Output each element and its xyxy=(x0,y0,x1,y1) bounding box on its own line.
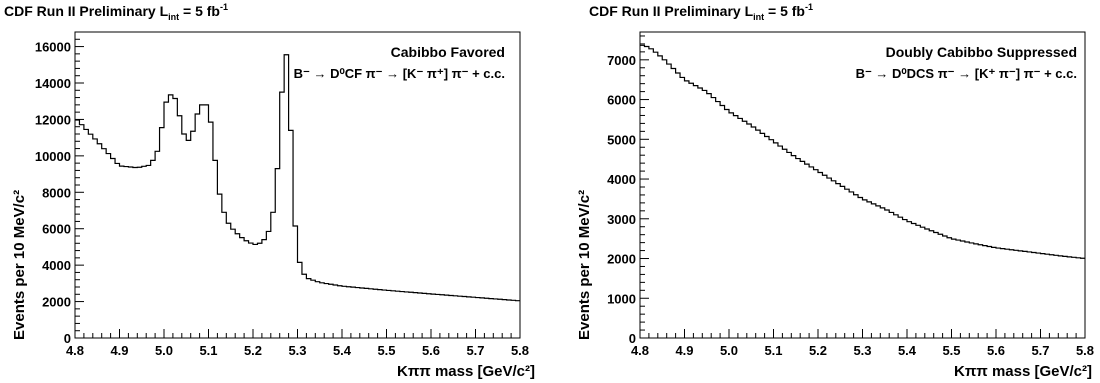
right-x-tick-label: 5.8 xyxy=(1076,343,1094,358)
right-header: CDF Run II Preliminary Lint = 5 fb-1 xyxy=(589,2,813,22)
left-x-tick-label: 4.9 xyxy=(110,343,128,358)
right-x-tick-label: 5.7 xyxy=(1031,343,1049,358)
left-x-tick-label: 5.8 xyxy=(511,343,529,358)
left-x-tick-label: 5.0 xyxy=(155,343,173,358)
left-x-tick-label: 4.8 xyxy=(66,343,84,358)
right-label-decay: B⁻ → D⁰DCS π⁻ → [K⁺ π⁻] π⁻ + c.c. xyxy=(856,66,1077,81)
left-x-tick-label: 5.4 xyxy=(333,343,352,358)
right-x-tick-label: 4.9 xyxy=(675,343,693,358)
right-y-tick-label: 3000 xyxy=(607,212,636,227)
left-label-decay: B⁻ → D⁰CF π⁻ → [K⁻ π⁺] π⁻ + c.c. xyxy=(294,66,505,81)
left-y-tick-label: 0 xyxy=(64,331,71,346)
right-y-axis-label: Events per 10 MeV/c² xyxy=(576,190,593,340)
left-y-tick-label: 4000 xyxy=(42,258,71,273)
right-y-tick-label: 2000 xyxy=(607,252,636,267)
right-y-tick-label: 0 xyxy=(629,331,636,346)
right-x-tick-label: 5.6 xyxy=(987,343,1005,358)
left-x-tick-label: 5.1 xyxy=(199,343,217,358)
right-x-tick-label: 4.8 xyxy=(631,343,649,358)
left-x-tick-label: 5.6 xyxy=(422,343,440,358)
right-x-tick-label: 5.1 xyxy=(764,343,782,358)
right-x-tick-label: 5.2 xyxy=(809,343,827,358)
right-y-tick-label: 4000 xyxy=(607,172,636,187)
left-x-tick-label: 5.5 xyxy=(377,343,395,358)
left-y-tick-label: 6000 xyxy=(42,222,71,237)
right-y-tick-label: 5000 xyxy=(607,132,636,147)
right-x-tick-label: 5.3 xyxy=(853,343,871,358)
left-histogram xyxy=(75,54,520,302)
left-chart: CDF Run II Preliminary Lint = 5 fb-1 Eve… xyxy=(4,2,535,380)
left-x-axis-label: Kππ mass [GeV/c²] xyxy=(397,363,535,380)
left-x-tick-label: 5.3 xyxy=(288,343,306,358)
left-x-tick-label: 5.7 xyxy=(466,343,484,358)
left-y-tick-label: 12000 xyxy=(35,112,71,127)
left-label-title: Cabibbo Favored xyxy=(391,44,505,60)
right-y-tick-label: 7000 xyxy=(607,53,636,68)
right-y-tick-label: 1000 xyxy=(607,291,636,306)
left-y-tick-label: 8000 xyxy=(42,185,71,200)
right-x-axis-label: Kππ mass [GeV/c²] xyxy=(954,363,1092,380)
left-y-tick-label: 10000 xyxy=(35,149,71,164)
left-y-tick-label: 16000 xyxy=(35,40,71,55)
right-y-tick-label: 6000 xyxy=(607,93,636,108)
right-x-tick-label: 5.5 xyxy=(942,343,960,358)
right-label-title: Doubly Cabibbo Suppressed xyxy=(886,44,1077,60)
left-y-axis-label: Events per 10 MeV/c² xyxy=(11,190,28,340)
right-chart: CDF Run II Preliminary Lint = 5 fb-1 Eve… xyxy=(576,2,1094,380)
right-histogram xyxy=(640,44,1085,259)
left-y-tick-label: 14000 xyxy=(35,76,71,91)
right-x-tick-label: 5.0 xyxy=(720,343,738,358)
left-x-tick-label: 5.2 xyxy=(244,343,262,358)
left-y-tick-label: 2000 xyxy=(42,295,71,310)
left-header: CDF Run II Preliminary Lint = 5 fb-1 xyxy=(4,2,228,22)
right-x-tick-label: 5.4 xyxy=(898,343,917,358)
